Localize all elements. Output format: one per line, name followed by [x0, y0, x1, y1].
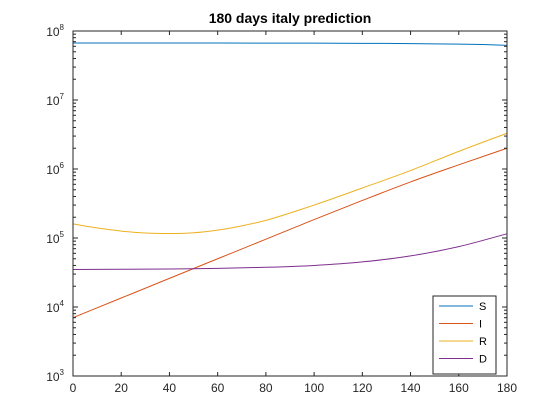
x-tick-label: 20: [115, 381, 129, 395]
legend-label-r: R: [479, 336, 487, 348]
series-line-i: [72, 147, 508, 319]
x-tick-label: 60: [211, 381, 225, 395]
x-tick-label: 140: [401, 381, 421, 395]
x-tick-label: 180: [497, 381, 517, 395]
axes-box: [72, 30, 508, 377]
y-tick-label: 107: [46, 92, 64, 108]
x-tick-label: 100: [304, 381, 324, 395]
legend-label-s: S: [479, 301, 486, 313]
x-tick-label: 40: [163, 381, 177, 395]
y-tick-label: 106: [46, 161, 64, 177]
y-tick-label: 105: [46, 230, 64, 246]
x-tick-label: 80: [259, 381, 273, 395]
series-line-d: [72, 233, 508, 270]
y-tick-label: 103: [46, 368, 64, 384]
legend-label-d: D: [479, 354, 487, 366]
axes: 0 20 40 60 80 100 120 140 160 180 103 104 105 106 107 1…: [46, 23, 517, 395]
x-tick-label: 0: [70, 381, 77, 395]
legend-box: [432, 295, 497, 375]
y-tick-label: 104: [46, 299, 64, 315]
x-tick-label: 120: [352, 381, 372, 395]
x-tick-label: 160: [449, 381, 469, 395]
chart-title: 180 days italy prediction: [209, 10, 372, 26]
series-line-s: [72, 42, 508, 46]
series-layer: [72, 42, 508, 319]
y-tick-label: 108: [46, 23, 64, 39]
series-line-r: [72, 132, 508, 235]
legend-label-i: I: [479, 319, 482, 331]
